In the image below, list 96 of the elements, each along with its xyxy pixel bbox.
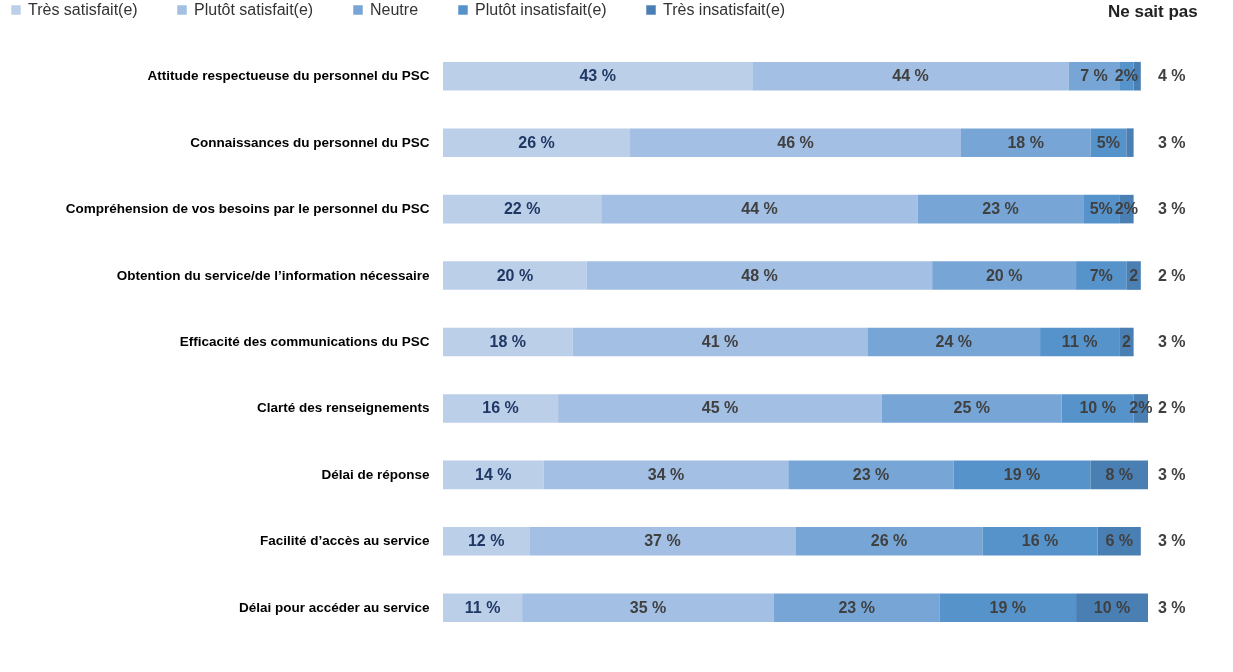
data-label: 23 % <box>838 598 875 616</box>
bar <box>960 128 1091 157</box>
bar <box>1126 128 1134 157</box>
bar <box>982 527 1098 556</box>
data-label: 2 <box>1129 266 1139 284</box>
bar <box>443 194 602 224</box>
data-label: 5% <box>1096 133 1120 151</box>
bar <box>601 194 918 224</box>
bar <box>953 460 1091 490</box>
data-label: 7% <box>1089 266 1113 284</box>
y-tick-label: Connaissances du personnel du PSC <box>190 134 430 150</box>
bar <box>867 327 1041 357</box>
text: 2 % <box>1158 266 1186 284</box>
bar <box>443 261 587 290</box>
bar <box>522 593 774 623</box>
data-label: 10 % <box>1079 399 1116 417</box>
data-label: 5% <box>1089 200 1113 218</box>
y-tick-label: Attitude respectueuse du personnel du PSC <box>147 68 430 84</box>
data-label: 7 % <box>1080 67 1108 85</box>
data-label: 37 % <box>644 532 681 550</box>
bar <box>917 194 1084 224</box>
bar <box>630 128 961 157</box>
y-tick-label: Délai de réponse <box>321 466 430 482</box>
text: 2 % <box>1158 399 1186 417</box>
data-label: 23 % <box>982 200 1019 218</box>
data-label: 23 % <box>852 465 890 483</box>
data-label: 11 % <box>464 598 501 616</box>
legend-label: Très insatisfait(e) <box>663 1 786 18</box>
text: 3 % <box>1158 333 1186 350</box>
text: 3 % <box>1158 465 1186 483</box>
data-label: 26 % <box>518 133 555 151</box>
bar <box>443 128 631 157</box>
data-label: 20 % <box>985 266 1023 284</box>
bar <box>586 261 933 290</box>
legend-label: Plutôt satisfait(e) <box>194 1 314 18</box>
data-label: 12 % <box>467 532 505 550</box>
bar <box>529 527 796 556</box>
bar <box>939 593 1077 623</box>
y-tick-label: Efficacité des communications du PSC <box>179 334 430 349</box>
bar <box>443 327 573 357</box>
data-label: 10 % <box>1093 598 1131 616</box>
data-label: 20 % <box>496 266 534 284</box>
bar <box>443 61 753 91</box>
bar <box>773 593 940 623</box>
data-label: 41 % <box>701 333 739 350</box>
text: 3 % <box>1158 200 1186 218</box>
bar <box>752 61 1069 91</box>
y-tick-label: Compréhension de vos besoins par le personnel du PSC <box>65 201 430 217</box>
data-label: 44 % <box>741 200 778 218</box>
y-tick-label: Facilité d’accès au service <box>259 533 430 549</box>
bar <box>558 394 882 423</box>
text: 3 % <box>1158 133 1186 151</box>
data-label: 45 % <box>701 399 739 417</box>
data-label: 25 % <box>953 399 990 417</box>
data-label: 22 % <box>503 200 541 218</box>
data-label: 2 <box>1121 333 1131 350</box>
data-label: 16 % <box>482 399 519 417</box>
text: Ne sait pas <box>1108 2 1198 21</box>
data-label: 14 % <box>475 465 512 483</box>
text: 3 % <box>1158 532 1186 550</box>
data-label: 8 % <box>1105 465 1134 483</box>
bar <box>443 460 544 490</box>
bar <box>443 593 523 623</box>
data-label: 35 % <box>629 598 667 616</box>
bar <box>932 261 1077 290</box>
data-label: 43 % <box>579 67 616 85</box>
text: 4 % <box>1158 67 1186 85</box>
data-label: 16 % <box>1021 532 1059 550</box>
data-label: 34 % <box>647 465 685 483</box>
y-tick-label: Clarté des renseignements <box>256 400 430 416</box>
y-tick-label: Obtention du service/de l’information nécessaire <box>116 267 430 283</box>
data-label: 24 % <box>935 333 972 350</box>
data-label: 18 % <box>489 333 526 350</box>
legend-label: Plutôt insatisfait(e) <box>475 1 607 18</box>
bar <box>1076 593 1148 623</box>
y-tick-label: Délai pour accéder au service <box>238 599 430 615</box>
bar <box>788 460 954 490</box>
data-label: 48 % <box>741 266 778 284</box>
bar <box>572 327 868 357</box>
text: 3 % <box>1158 598 1186 616</box>
bar <box>543 460 789 490</box>
data-label: 44 % <box>892 67 929 85</box>
data-label: 2% <box>1114 67 1138 85</box>
data-label: 11 % <box>1061 333 1098 350</box>
data-label: 19 % <box>989 598 1026 616</box>
bar <box>795 527 983 556</box>
bar <box>881 394 1062 423</box>
data-label: 6 % <box>1105 532 1134 550</box>
legend-label: Très satisfait(e) <box>28 1 138 18</box>
data-label: 26 % <box>870 532 908 550</box>
bar <box>443 394 559 423</box>
data-label: 46 % <box>777 133 814 151</box>
data-label: 18 % <box>1007 133 1044 151</box>
data-label: 19 % <box>1003 465 1041 483</box>
legend-label: Neutre <box>370 1 419 18</box>
bar <box>443 527 530 556</box>
